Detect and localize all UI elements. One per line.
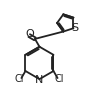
Text: S: S	[72, 23, 79, 33]
Text: Cl: Cl	[15, 74, 24, 84]
Text: Cl: Cl	[55, 74, 64, 84]
Text: N: N	[35, 75, 44, 85]
Text: O: O	[25, 29, 34, 39]
